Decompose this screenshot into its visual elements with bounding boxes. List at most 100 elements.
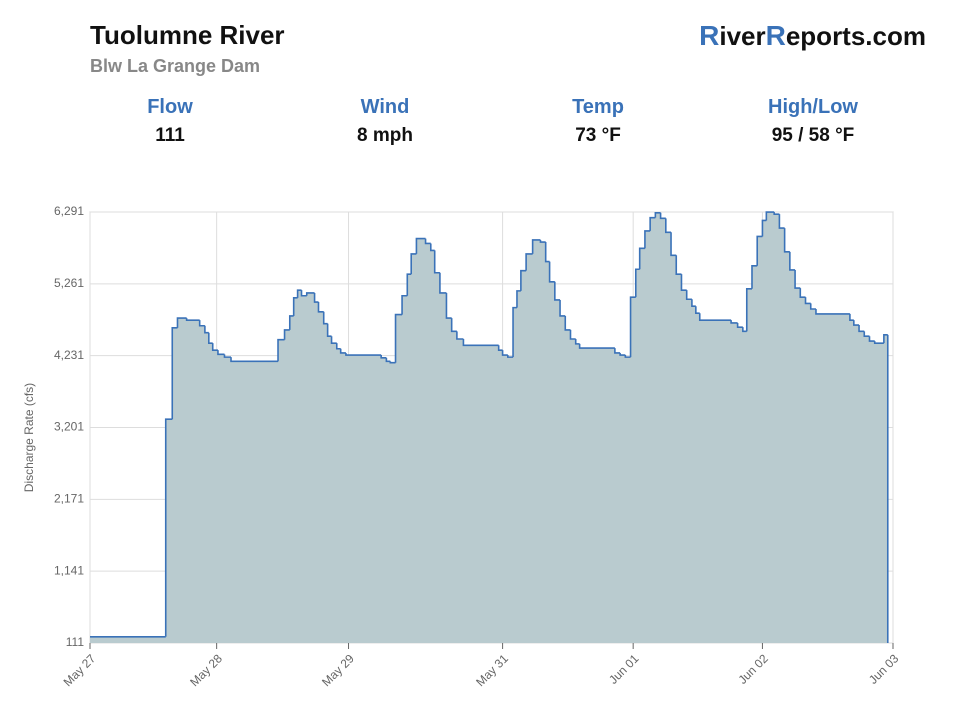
- step-segment: [439, 272, 447, 294]
- step-segment: [634, 268, 640, 298]
- step-segment: [380, 355, 387, 359]
- stat-value: 95 / 58 °F: [771, 125, 855, 146]
- step-segment: [654, 211, 661, 218]
- step-segment: [164, 418, 173, 637]
- step-segment: [531, 239, 541, 254]
- y-tick-label: 111: [66, 635, 85, 649]
- x-tick-label: May 29: [319, 651, 357, 689]
- step-segment: [675, 255, 682, 275]
- step-segment: [578, 343, 615, 349]
- step-segment: [742, 327, 747, 333]
- x-tick-label: Jun 01: [606, 651, 642, 687]
- step-segment: [497, 345, 503, 351]
- stat-label: Temp: [572, 96, 624, 118]
- step-segment: [208, 332, 213, 344]
- stat-value: 111: [155, 125, 185, 146]
- step-segment: [659, 212, 666, 220]
- step-segment: [559, 299, 566, 317]
- step-segment: [445, 292, 452, 319]
- step-segment: [783, 228, 790, 253]
- step-segment: [450, 318, 457, 333]
- step-segment: [339, 348, 346, 354]
- step-segment: [525, 253, 533, 271]
- step-segment: [849, 313, 854, 321]
- stat-label: High/Low: [768, 96, 858, 118]
- x-tick-label: Jun 02: [735, 651, 771, 687]
- step-segment: [223, 354, 232, 358]
- step-segment: [389, 361, 396, 364]
- step-segment: [809, 303, 816, 310]
- step-segment: [624, 355, 631, 358]
- step-segment: [574, 338, 580, 345]
- step-segment: [544, 242, 550, 263]
- step-segment: [539, 239, 546, 243]
- step-segment: [736, 322, 743, 328]
- step-segment: [638, 247, 645, 270]
- step-segment: [665, 218, 672, 234]
- step-segment: [185, 318, 200, 321]
- step-segment: [863, 331, 870, 338]
- step-segment: [644, 230, 651, 249]
- step-segment: [778, 214, 785, 229]
- step-segment: [283, 329, 290, 340]
- step-segment: [424, 238, 431, 245]
- step-segment: [794, 269, 801, 289]
- step-segment: [520, 269, 527, 291]
- step-segment: [512, 306, 517, 358]
- step-segment: [204, 325, 209, 334]
- step-segment: [198, 320, 205, 327]
- step-segment: [773, 212, 780, 215]
- stat: Wind 8 mph: [285, 96, 485, 147]
- step-segment: [292, 297, 298, 316]
- stat-label: Wind: [360, 96, 410, 118]
- step-segment: [789, 251, 796, 271]
- step-segment: [501, 350, 508, 356]
- step-segment: [730, 320, 738, 324]
- step-segment: [217, 350, 225, 356]
- river-title: Tuolumne River: [90, 20, 285, 50]
- area: [90, 212, 888, 643]
- step-segment: [614, 348, 621, 354]
- step-segment: [564, 315, 571, 331]
- step-segment: [858, 325, 865, 333]
- step-segment: [317, 302, 324, 313]
- step-segment: [554, 281, 561, 301]
- logo[interactable]: RiverReports.com: [699, 20, 926, 52]
- step-segment: [815, 309, 850, 315]
- step-segment: [462, 338, 499, 347]
- step-segment: [406, 273, 412, 296]
- step-segment: [322, 311, 328, 325]
- y-tick-label: 2,171: [54, 492, 84, 506]
- step-segment: [394, 313, 403, 363]
- step-segment: [456, 331, 464, 340]
- x-tick-label: May 27: [61, 651, 99, 689]
- step-segment: [745, 287, 752, 332]
- step-segment: [756, 235, 763, 266]
- step-segment: [868, 336, 875, 342]
- logo-part: R: [699, 20, 720, 51]
- step-segment: [516, 290, 521, 308]
- y-tick-label: 4,231: [54, 348, 84, 362]
- y-tick-label: 6,291: [54, 204, 84, 218]
- step-segment: [313, 292, 319, 303]
- step-segment: [288, 315, 294, 330]
- step-segment: [799, 288, 806, 298]
- y-tick-label: 5,261: [54, 276, 84, 290]
- step-segment: [385, 357, 391, 363]
- step-segment: [433, 250, 440, 274]
- x-tick-label: Jun 03: [866, 651, 902, 687]
- step-segment: [330, 336, 337, 344]
- step-segment: [691, 299, 696, 308]
- step-segment: [305, 292, 315, 296]
- step-segment: [685, 290, 692, 301]
- step-segment: [176, 317, 187, 328]
- x-tick-label: May 31: [473, 651, 511, 689]
- step-segment: [507, 355, 514, 358]
- step-segment: [326, 323, 332, 338]
- step-segment: [853, 320, 860, 326]
- step-segment: [548, 261, 555, 283]
- step-segment: [883, 334, 888, 344]
- step-segment: [751, 264, 758, 289]
